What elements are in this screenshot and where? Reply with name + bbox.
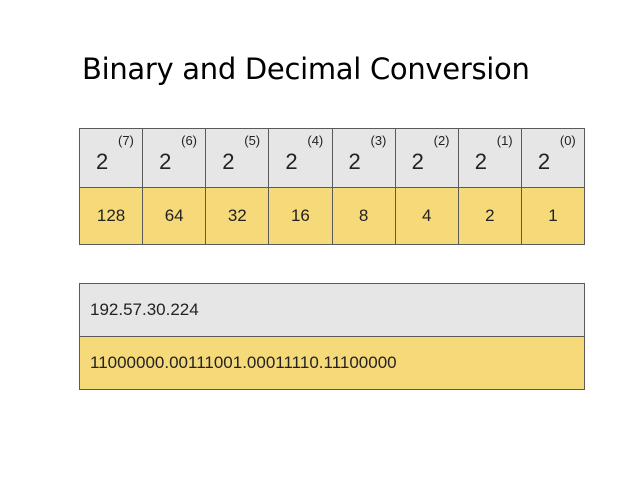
value-cell: 4 [394,187,459,245]
power-base: 2 [159,149,172,174]
binary-ip-row: 11000000.00111001.00011110.11100000 [79,336,585,390]
power-cell: 2 (6) [142,128,207,188]
power-cell: 2 (3) [331,128,396,188]
power-exponent: (4) [307,133,324,148]
power-base: 2 [348,149,361,174]
value-cell: 64 [142,187,207,245]
power-exponent: (5) [244,133,261,148]
slide-title: Binary and Decimal Conversion [82,52,530,86]
value-cell: 128 [78,187,144,245]
power-exponent: (0) [559,133,576,148]
value-cell: 32 [205,187,270,245]
decimal-ip-row: 192.57.30.224 [79,283,585,337]
power-base: 2 [537,149,551,174]
power-cell: 2 (2) [394,128,459,188]
power-exponent: (1) [496,133,513,148]
power-exponent: (6) [181,133,198,148]
value-cell: 1 [520,187,586,245]
power-row: 2 (7) 2 (6) 2 (5) 2 (4) 2 (3) 2 (2) 2 (1) 2 (0) [78,128,586,188]
power-exponent: (7) [118,133,134,148]
decimal-ip-cell: 192.57.30.224 [79,283,585,337]
power-cell: 2 (5) [205,128,270,188]
power-base: 2 [411,149,424,174]
power-cell: 2 (0) [520,128,586,188]
power-base: 2 [96,149,109,174]
binary-ip-cell: 11000000.00111001.00011110.11100000 [79,336,585,390]
power-base: 2 [474,149,487,174]
power-base: 2 [222,149,235,174]
powers-of-two-table: 2 (7) 2 (6) 2 (5) 2 (4) 2 (3) 2 (2) 2 (1) 2 (0) … [78,128,586,245]
power-cell: 2 (4) [268,128,333,188]
ip-conversion-table: 192.57.30.224 11000000.00111001.00011110… [79,283,585,390]
value-cell: 2 [457,187,522,245]
power-base: 2 [285,149,298,174]
power-cell: 2 (7) [78,128,144,188]
power-exponent: (2) [433,133,450,148]
power-cell: 2 (1) [457,128,522,188]
value-cell: 16 [268,187,333,245]
value-row: 128 64 32 16 8 4 2 1 [78,187,586,245]
value-cell: 8 [331,187,396,245]
power-exponent: (3) [370,133,387,148]
